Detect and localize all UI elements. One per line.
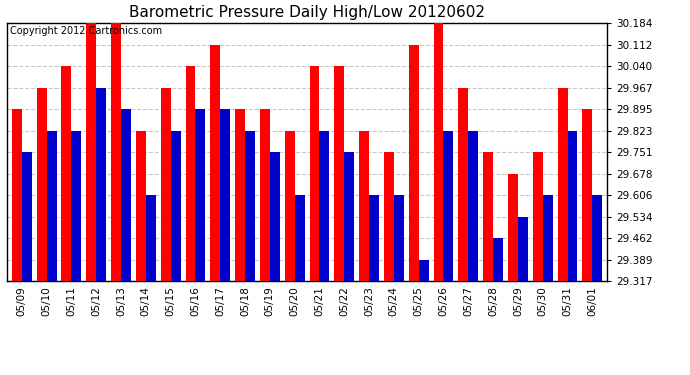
Bar xyxy=(483,152,493,281)
Bar xyxy=(186,66,195,281)
Bar xyxy=(22,152,32,281)
Bar xyxy=(161,88,170,281)
Bar xyxy=(567,130,578,281)
Bar xyxy=(37,88,47,281)
Bar xyxy=(444,130,453,281)
Bar xyxy=(210,45,220,281)
Title: Barometric Pressure Daily High/Low 20120602: Barometric Pressure Daily High/Low 20120… xyxy=(129,5,485,20)
Bar xyxy=(493,238,503,281)
Bar xyxy=(12,109,22,281)
Bar xyxy=(260,109,270,281)
Bar xyxy=(533,152,543,281)
Bar xyxy=(543,195,553,281)
Bar xyxy=(121,109,131,281)
Bar xyxy=(384,152,394,281)
Bar xyxy=(235,109,245,281)
Bar xyxy=(344,152,354,281)
Bar xyxy=(47,130,57,281)
Bar xyxy=(136,130,146,281)
Bar xyxy=(195,109,206,281)
Bar xyxy=(359,130,369,281)
Bar xyxy=(61,66,71,281)
Bar xyxy=(96,88,106,281)
Bar xyxy=(170,130,181,281)
Bar xyxy=(458,88,469,281)
Bar xyxy=(394,195,404,281)
Bar xyxy=(558,88,567,281)
Bar xyxy=(369,195,379,281)
Bar xyxy=(220,109,230,281)
Bar xyxy=(71,130,81,281)
Bar xyxy=(310,66,319,281)
Bar xyxy=(469,130,478,281)
Bar xyxy=(285,130,295,281)
Bar xyxy=(419,260,428,281)
Bar xyxy=(111,23,121,281)
Text: Copyright 2012 Cartronics.com: Copyright 2012 Cartronics.com xyxy=(10,26,162,36)
Bar xyxy=(86,23,96,281)
Bar xyxy=(518,217,528,281)
Bar xyxy=(270,152,279,281)
Bar xyxy=(319,130,329,281)
Bar xyxy=(582,109,592,281)
Bar xyxy=(408,45,419,281)
Bar xyxy=(146,195,156,281)
Bar xyxy=(295,195,304,281)
Bar xyxy=(335,66,344,281)
Bar xyxy=(433,23,444,281)
Bar xyxy=(245,130,255,281)
Bar xyxy=(508,174,518,281)
Bar xyxy=(592,195,602,281)
